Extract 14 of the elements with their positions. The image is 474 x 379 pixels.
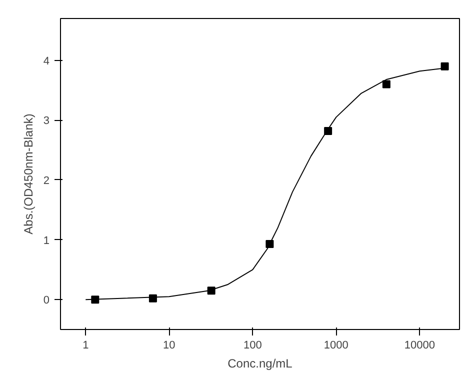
x-tick-label: 100: [243, 340, 262, 352]
x-tick-label: 10000: [404, 340, 435, 352]
x-tick-label: 10: [163, 340, 176, 352]
y-axis-title: Abs.(OD450nm-Blank): [21, 114, 36, 234]
point: [382, 80, 390, 88]
y-tick-label: 4: [43, 55, 50, 68]
x-axis-title: Conc.ng/mL: [228, 356, 293, 370]
y-tick-label: 1: [43, 234, 50, 247]
x-tick-label: 1: [82, 340, 89, 352]
x-tick-label: 1000: [324, 340, 348, 352]
y-tick-label: 0: [43, 294, 50, 307]
y-tick-label: 2: [43, 174, 50, 187]
y-tick-label: 3: [43, 115, 50, 128]
point: [440, 62, 449, 70]
